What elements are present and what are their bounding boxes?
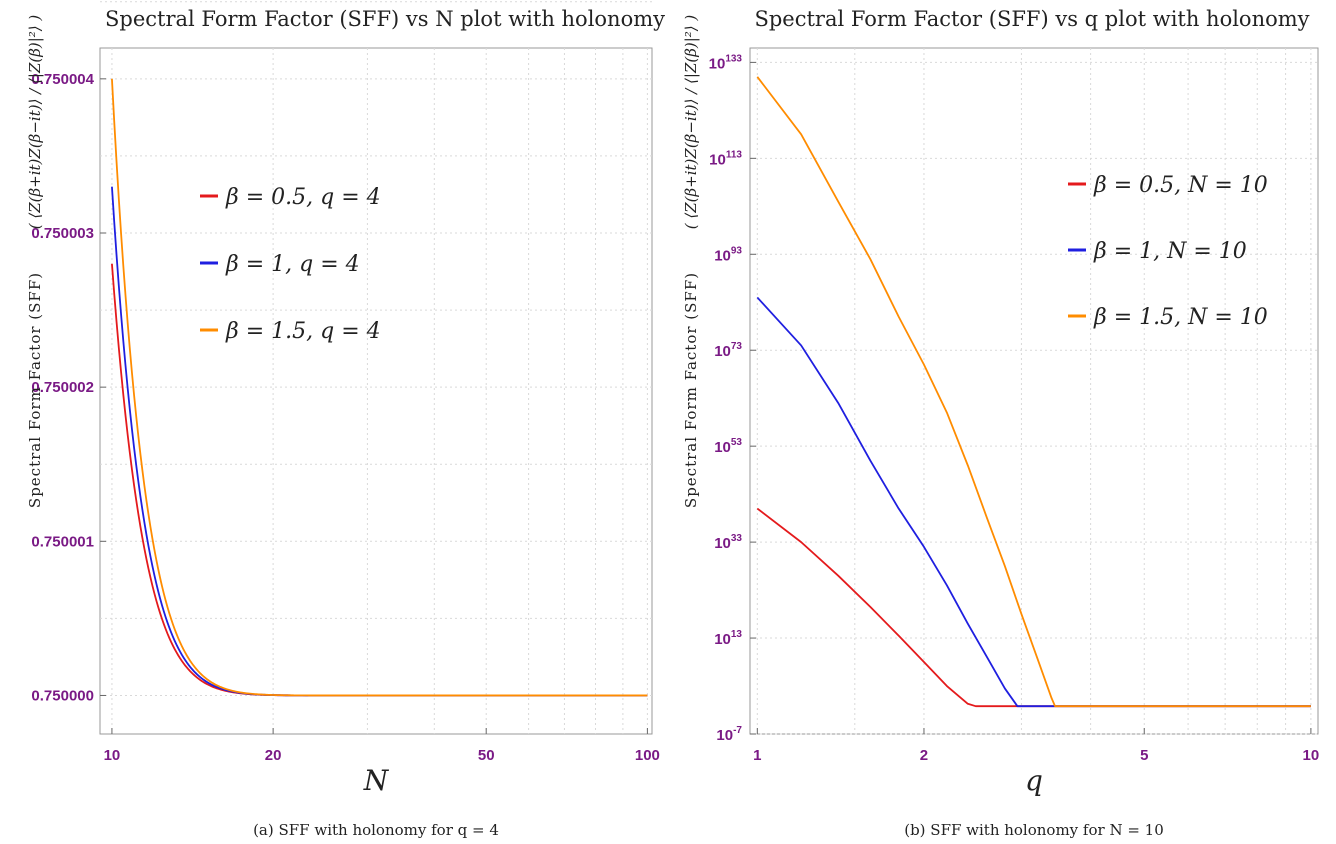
chart-b-y-expression: ( ⟨Z(β+it)Z(β−it)⟩ / ⟨|Z(β)|²⟩ ) xyxy=(682,15,700,230)
chart-b-y-tick-label: 1033 xyxy=(714,533,742,552)
chart-a-series xyxy=(111,78,648,697)
chart-b-title: Spectral Form Factor (SFF) vs q plot wit… xyxy=(754,7,1309,31)
chart-a-plot-frame xyxy=(99,47,653,735)
chart-a-y-tick-label: 0.750002 xyxy=(31,379,94,396)
chart-a-series-line-2 xyxy=(111,78,648,697)
chart-b-ticks: 1 2 5 10 10-7 1013 1033 1053 1073 1093 10113 10133 xyxy=(709,53,1320,764)
chart-a-legend-label-1: β = 1, q = 4 xyxy=(225,252,360,277)
chart-a-y-expression: ( ⟨Z(β+it)Z(β−it)⟩ / ⟨|Z(β)|²⟩ ) xyxy=(26,15,44,230)
chart-b-y-label: Spectral Form Factor (SFF) xyxy=(682,272,700,508)
chart-a-x-tick-label: 100 xyxy=(635,747,660,764)
chart-b-x-tick-label: 1 xyxy=(753,747,761,764)
chart-b-plot-frame xyxy=(749,47,1319,735)
chart-a-x-tick-label: 20 xyxy=(265,747,282,764)
chart-b-x-tick-label: 10 xyxy=(1303,747,1320,764)
chart-b-y-tick-label: 1053 xyxy=(714,437,742,456)
chart-a-series-line-1 xyxy=(111,186,648,697)
chart-a-y-tick-label: 0.750000 xyxy=(31,687,94,704)
chart-b-x-label: q xyxy=(1025,764,1043,797)
chart-b-y-tick-label: 1073 xyxy=(714,341,742,360)
chart-a-title: Spectral Form Factor (SFF) vs N plot wit… xyxy=(105,7,665,31)
chart-a-x-label: N xyxy=(363,764,390,797)
chart-b-y-tick-label: 1093 xyxy=(714,245,742,264)
chart-a-grid xyxy=(100,1,652,734)
chart-a-x-tick-label: 10 xyxy=(104,747,121,764)
chart-b-y-tick-label: 1013 xyxy=(714,629,742,648)
chart-a-caption: (a) SFF with holonomy for q = 4 xyxy=(253,821,499,839)
chart-b-legend: β = 0.5, N = 10 β = 1, N = 10 β = 1.5, N =… xyxy=(1068,173,1268,330)
chart-a-y-tick-label: 0.750004 xyxy=(31,71,94,88)
chart-b-x-tick-label: 5 xyxy=(1140,747,1148,764)
chart-b: Spectral Form Factor (SFF) vs q plot wit… xyxy=(682,7,1319,839)
chart-b-legend-label-0: β = 0.5, N = 10 xyxy=(1093,173,1268,198)
chart-a-y-label: Spectral Form Factor (SFF) xyxy=(26,272,44,508)
chart-a-y-tick-label: 0.750001 xyxy=(31,533,94,550)
chart-b-series-line-2 xyxy=(756,76,1311,708)
chart-b-series-line-1 xyxy=(756,296,1311,708)
chart-b-caption: (b) SFF with holonomy for N = 10 xyxy=(904,821,1164,839)
chart-a-y-tick-label: 0.750003 xyxy=(31,225,94,242)
chart-b-x-tick-label: 2 xyxy=(920,747,928,764)
chart-b-series xyxy=(756,76,1311,708)
chart-b-y-tick-label: 10113 xyxy=(709,149,742,168)
chart-b-y-tick-label: 10133 xyxy=(709,53,743,72)
chart-b-series-line-0 xyxy=(756,507,1311,708)
chart-a-legend-label-0: β = 0.5, q = 4 xyxy=(225,185,381,210)
chart-b-grid xyxy=(750,48,1318,735)
chart-b-y-tick-label: 10-7 xyxy=(716,725,742,744)
chart-a: Spectral Form Factor (SFF) vs N plot wit… xyxy=(26,1,665,839)
chart-b-legend-label-2: β = 1.5, N = 10 xyxy=(1093,305,1268,330)
chart-a-ticks: 10 20 50 100 0.750000 0.750001 0.750002 0.75000… xyxy=(31,71,659,764)
chart-a-x-tick-label: 50 xyxy=(478,747,495,764)
chart-b-legend-label-1: β = 1, N = 10 xyxy=(1093,239,1247,264)
chart-a-legend-label-2: β = 1.5, q = 4 xyxy=(225,319,381,344)
chart-a-legend: β = 0.5, q = 4 β = 1, q = 4 β = 1.5, q = 4 xyxy=(200,185,381,344)
